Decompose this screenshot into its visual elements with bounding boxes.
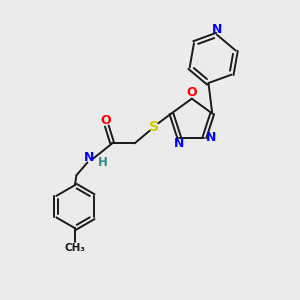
Text: N: N — [206, 131, 216, 144]
Text: CH₃: CH₃ — [64, 243, 86, 253]
Text: N: N — [83, 151, 94, 164]
Text: O: O — [100, 114, 111, 127]
Text: O: O — [187, 86, 197, 99]
Text: N: N — [174, 137, 184, 150]
Text: S: S — [149, 120, 159, 134]
Text: N: N — [212, 23, 223, 36]
Text: H: H — [98, 156, 107, 169]
